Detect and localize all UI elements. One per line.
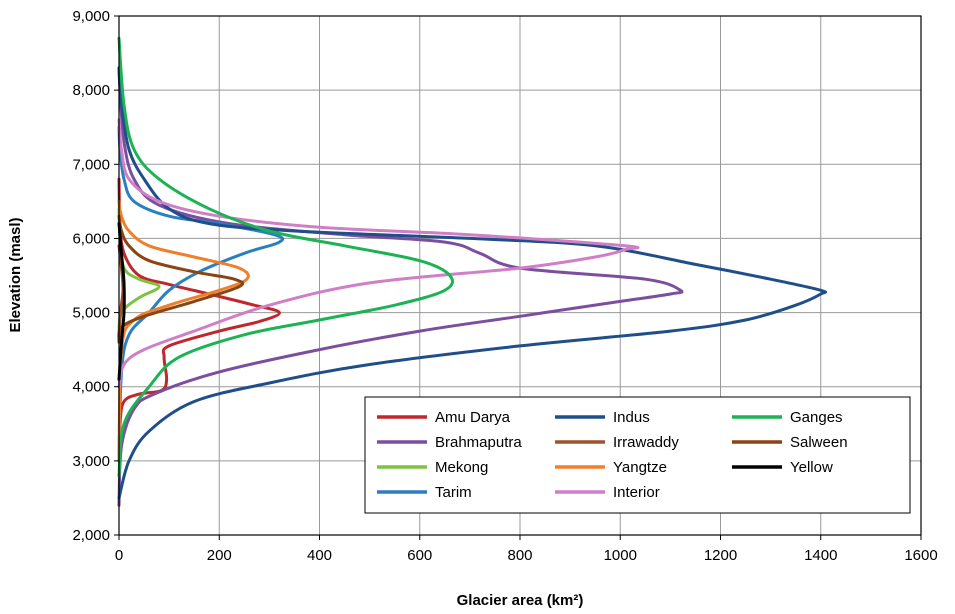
y-tick-label: 6,000 [72, 230, 110, 247]
legend-label-interior: Interior [613, 484, 660, 501]
series-line-yangtze [117, 199, 250, 463]
x-tick-label: 1000 [604, 547, 637, 564]
y-tick-label: 4,000 [72, 379, 110, 396]
legend-label-amu-darya: Amu Darya [435, 409, 511, 426]
x-tick-label: 800 [507, 547, 532, 564]
series-line-ganges [117, 36, 454, 478]
x-axis-ticks: 0 200 400 600 800 1000 1200 1400 1600 [115, 535, 938, 564]
x-tick-label: 400 [307, 547, 332, 564]
legend-label-yangtze: Yangtze [613, 459, 667, 476]
y-tick-label: 5,000 [72, 305, 110, 322]
x-tick-label: 600 [407, 547, 432, 564]
y-axis-title: Elevation (masl) [7, 217, 24, 332]
legend-label-yellow: Yellow [790, 459, 833, 476]
series-line-indus [117, 66, 828, 500]
legend-label-irrawaddy: Irrawaddy [613, 434, 679, 451]
legend-label-brahmaputra: Brahmaputra [435, 434, 522, 451]
y-axis-ticks: 2,000 3,000 4,000 5,000 6,000 7,000 8,000 9,000 [72, 8, 119, 544]
legend-label-tarim: Tarim [435, 484, 472, 501]
x-axis-title: Glacier area (km²) [457, 592, 584, 609]
series-line-tarim [117, 125, 285, 463]
y-tick-label: 8,000 [72, 82, 110, 99]
legend-label-mekong: Mekong [435, 459, 488, 476]
legend-label-salween: Salween [790, 434, 848, 451]
legend-label-ganges: Ganges [790, 409, 843, 426]
x-tick-label: 1600 [904, 547, 937, 564]
legend-box [364, 396, 911, 514]
y-tick-label: 3,000 [72, 453, 110, 470]
y-tick-label: 7,000 [72, 156, 110, 173]
x-tick-label: 200 [207, 547, 232, 564]
y-tick-label: 9,000 [72, 8, 110, 25]
y-tick-label: 2,000 [72, 527, 110, 544]
x-tick-label: 1400 [804, 547, 837, 564]
x-tick-label: 1200 [704, 547, 737, 564]
legend-label-indus: Indus [613, 409, 650, 426]
series-line-interior [117, 118, 640, 389]
series-line-brahmaputra [117, 66, 684, 507]
x-tick-label: 0 [115, 547, 123, 564]
series-line-salween [117, 214, 245, 344]
legend: Amu Darya Indus Ganges Brahmaputra Irrawaddy… [364, 396, 911, 514]
series-line-yellow [117, 222, 126, 381]
series-line-amu-darya [117, 177, 281, 463]
series-lines [117, 36, 828, 507]
